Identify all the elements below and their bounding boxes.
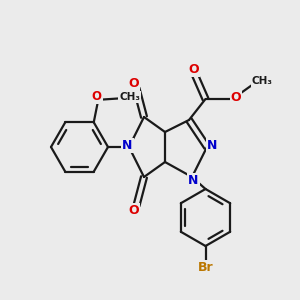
Text: O: O bbox=[188, 63, 199, 76]
Text: O: O bbox=[231, 91, 242, 104]
Text: O: O bbox=[92, 90, 102, 103]
Text: O: O bbox=[128, 76, 139, 90]
Text: N: N bbox=[122, 139, 133, 152]
Text: Br: Br bbox=[198, 261, 213, 274]
Text: CH₃: CH₃ bbox=[251, 76, 272, 86]
Text: N: N bbox=[207, 139, 218, 152]
Text: O: O bbox=[128, 204, 139, 218]
Text: N: N bbox=[188, 174, 199, 187]
Text: CH₃: CH₃ bbox=[119, 92, 140, 102]
